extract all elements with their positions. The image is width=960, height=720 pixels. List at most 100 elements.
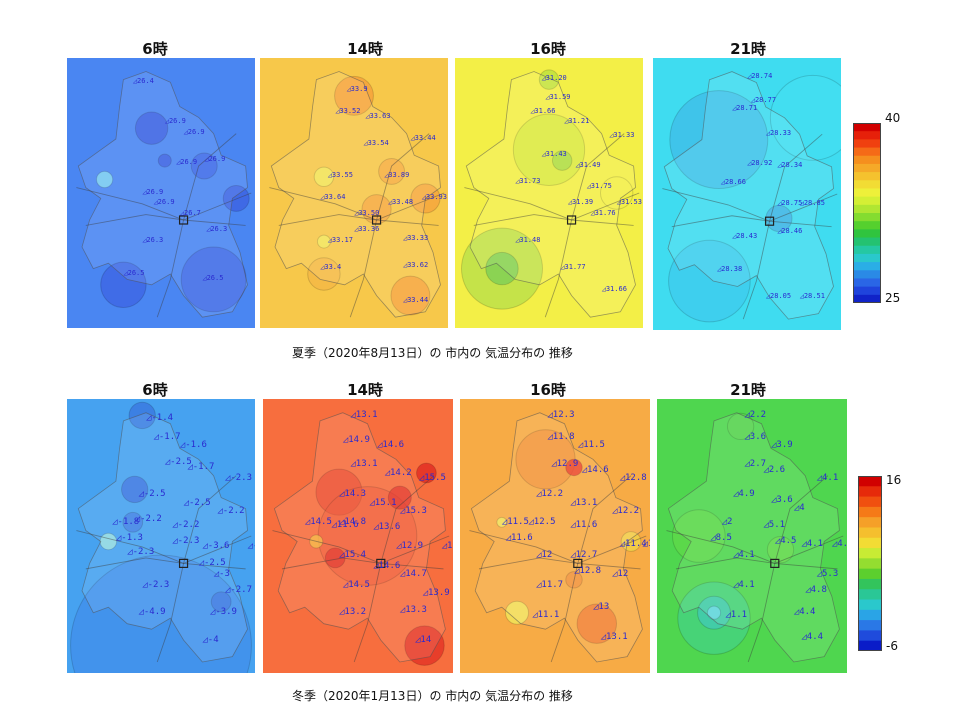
- temperature-zone: [316, 234, 331, 249]
- map-layer: [662, 71, 841, 323]
- station-reading: ◿-3: [213, 568, 230, 579]
- station-reading: ◿13: [593, 601, 610, 612]
- summer-panel-title-14: 14時: [347, 40, 383, 58]
- station-reading: ◿12.2: [536, 489, 564, 500]
- station-reading: ◿-3.5: [247, 541, 255, 552]
- scale-band: [858, 620, 882, 631]
- city-hall-marker: [178, 558, 189, 568]
- road-line: [376, 133, 430, 221]
- city-boundary: [270, 71, 441, 318]
- temperature-zone: [620, 531, 642, 552]
- scale-band: [853, 286, 881, 296]
- station-reading: ◿-2.5: [138, 489, 166, 500]
- station-reading: ◿-4: [202, 634, 219, 645]
- road-line: [85, 192, 252, 226]
- station-reading: ◿-1.7: [153, 431, 181, 442]
- station-reading: ◿12.8: [619, 472, 647, 483]
- station-reading: ◿-3.9: [209, 607, 237, 618]
- road-line: [281, 535, 450, 570]
- road-line: [183, 475, 237, 564]
- station-reading: ◿11.5: [501, 516, 529, 527]
- station-reading: ◿-2.7: [224, 585, 252, 596]
- station-reading: ◿33.44: [410, 133, 436, 142]
- map-layer: [70, 401, 252, 673]
- station-reading: ◿33.54: [363, 139, 389, 147]
- winter-panel-title-14: 14時: [347, 381, 383, 399]
- station-reading: ◿26.9: [164, 117, 186, 126]
- city-hall-marker: [764, 216, 775, 226]
- road-line: [769, 133, 823, 222]
- station-reading: ◿31.43: [541, 149, 567, 158]
- station-reading: ◿26.3: [142, 236, 164, 245]
- temperature-zone: [222, 184, 250, 212]
- temperature-zone: [134, 111, 169, 145]
- road-line: [478, 535, 647, 570]
- temperature-zone: [315, 468, 363, 516]
- temperature-zone: [706, 605, 722, 620]
- station-reading: ◿14.6: [377, 440, 405, 451]
- temperature-zone: [599, 176, 634, 210]
- station-reading: ◿4.4: [793, 607, 816, 618]
- station-reading: ◿14.6: [581, 464, 609, 475]
- road-line: [464, 187, 634, 226]
- city-boundary: [77, 71, 248, 318]
- station-reading: ◿13.1: [350, 459, 378, 470]
- station-reading: ◿28.75: [777, 199, 803, 208]
- station-reading: ◿33.44: [402, 295, 429, 304]
- temperature-zone: [668, 239, 751, 323]
- station-reading: ◿4.1: [801, 538, 824, 549]
- temperature-zone: [121, 475, 149, 504]
- scale-band: [853, 204, 881, 214]
- station-reading: ◿31.48: [515, 236, 541, 245]
- scale-band: [853, 253, 881, 263]
- temperature-zone: [565, 571, 583, 589]
- station-reading: ◿3.6: [744, 431, 767, 442]
- station-reading: ◿15.1: [369, 497, 397, 508]
- road-line: [571, 133, 625, 221]
- station-reading: ◿12.9: [551, 459, 579, 470]
- station-reading: ◿2.2: [744, 409, 767, 420]
- road-line: [774, 475, 829, 564]
- road-line: [550, 563, 579, 663]
- scale-band: [853, 180, 881, 189]
- road-line: [671, 193, 838, 228]
- winter-panel-title-16: 16時: [530, 381, 566, 399]
- station-reading: ◿31.59: [545, 93, 571, 102]
- summer-map-6: ◿26.4 ◿26.9 ◿26.9 ◿26.9 ◿26.9 ◿26.9 ◿26.9 ◿26.7…: [67, 58, 255, 328]
- station-reading: ◿28.71: [731, 104, 758, 113]
- scale-band: [853, 262, 881, 271]
- temperature-zone: [416, 462, 437, 484]
- temperature-zone: [324, 547, 346, 569]
- scale-band: [853, 123, 881, 132]
- station-reading: ◿11.6: [505, 533, 533, 544]
- station-reading: ◿33.64: [320, 193, 346, 201]
- station-reading: ◿33.93: [421, 193, 447, 201]
- station-reading: ◿12.9: [441, 541, 453, 552]
- station-reading: ◿26.4: [132, 76, 154, 85]
- station-reading: ◿12.2: [612, 505, 640, 516]
- station-reading: ◿15.3: [399, 505, 427, 516]
- winter-panel-title-21: 21時: [730, 381, 766, 399]
- scale-band: [853, 229, 881, 239]
- station-reading: ◿33.4: [320, 263, 342, 272]
- station-reading: ◿26.9: [142, 187, 164, 196]
- road-line: [76, 187, 246, 226]
- station-reading: ◿5.1: [763, 519, 786, 530]
- scale-band: [858, 630, 882, 642]
- station-reading: ◿14.7: [399, 568, 427, 579]
- temperature-zone: [95, 170, 114, 189]
- scale-band: [858, 568, 882, 580]
- map-layer: [461, 69, 640, 318]
- station-reading: ◿4.1: [733, 549, 755, 560]
- summer-scale-max: 40: [885, 111, 901, 125]
- temperature-zone: [726, 412, 755, 441]
- temperature-zone: [157, 153, 172, 168]
- road-line: [662, 188, 832, 228]
- station-reading: ◿4.8: [805, 585, 827, 596]
- station-reading: ◿2: [721, 516, 733, 527]
- station-reading: ◿-2.5: [183, 497, 211, 508]
- station-reading: ◿-2.2: [172, 519, 200, 530]
- road-line: [76, 530, 246, 570]
- scale-band: [858, 496, 882, 508]
- station-reading: ◿4.1: [733, 579, 755, 590]
